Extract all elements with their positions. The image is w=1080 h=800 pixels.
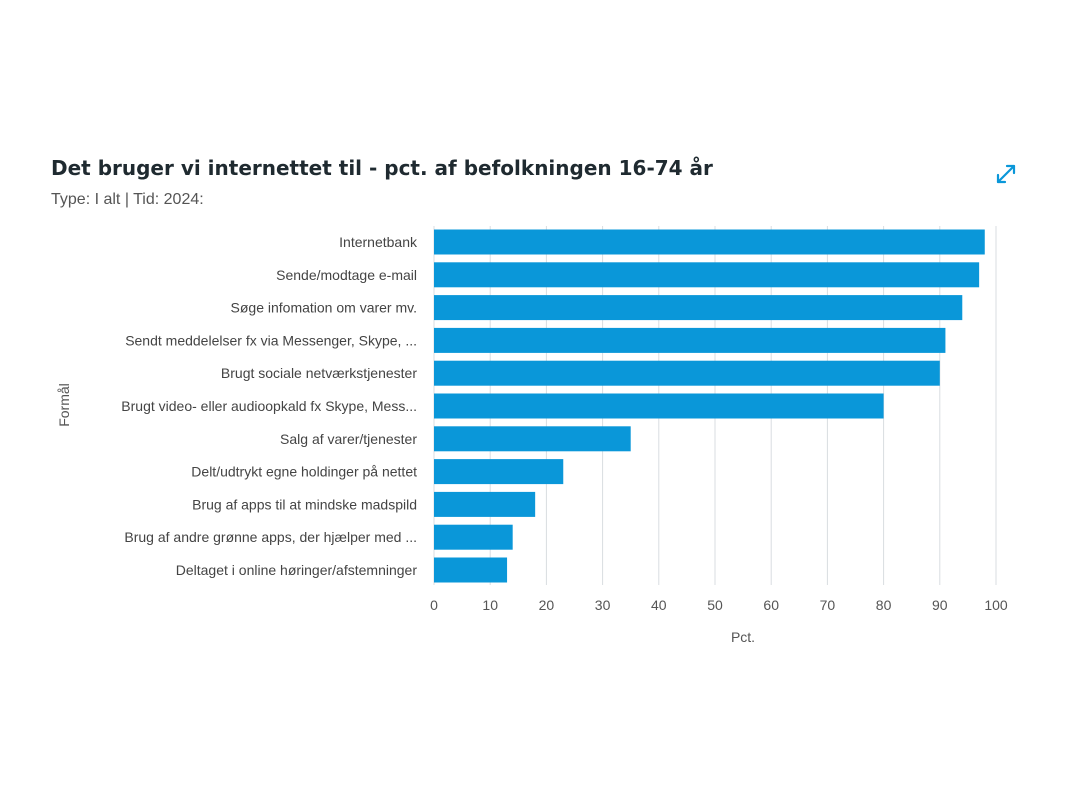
x-tick-label: 80 [876, 597, 892, 613]
x-tick-label: 50 [707, 597, 723, 613]
bar[interactable] [434, 360, 940, 386]
expand-icon[interactable] [992, 160, 1020, 188]
x-tick-label: 90 [932, 597, 948, 613]
bar[interactable] [434, 262, 980, 288]
x-tick-label: 70 [820, 597, 836, 613]
x-tick-label: 40 [651, 597, 667, 613]
bar[interactable] [434, 557, 508, 583]
bar[interactable] [434, 327, 946, 353]
x-tick-label: 100 [984, 597, 1008, 613]
chart-subtitle: Type: I alt | Tid: 2024: [51, 191, 204, 208]
bar[interactable] [434, 524, 513, 550]
bar[interactable] [434, 459, 564, 485]
category-label: Brugt video- eller audioopkald fx Skype,… [121, 398, 417, 414]
category-label: Brugt sociale netværkstjenester [221, 365, 417, 381]
x-axis-title: Pct. [731, 629, 755, 645]
category-label: Internetbank [339, 234, 418, 250]
bar[interactable] [434, 393, 884, 419]
category-label: Søge infomation om varer mv. [231, 300, 417, 316]
category-label: Salg af varer/tjenester [280, 431, 417, 447]
bars [434, 229, 985, 583]
x-tick-label: 10 [482, 597, 498, 613]
category-label: Brug af apps til at mindske madspild [192, 496, 417, 512]
x-tick-label: 20 [539, 597, 555, 613]
chart-title: Det bruger vi internettet til - pct. af … [51, 156, 713, 180]
category-label: Sende/modtage e-mail [276, 267, 417, 283]
bar[interactable] [434, 426, 631, 452]
tick-labels: 0 10 20 30 40 50 60 70 80 90 100 [430, 597, 1008, 613]
bar[interactable] [434, 295, 963, 321]
bar[interactable] [434, 229, 985, 255]
bar[interactable] [434, 491, 536, 517]
category-labels: Internetbank Sende/modtage e-mail Søge inf… [121, 234, 418, 578]
category-label: Delt/udtrykt egne holdinger på nettet [191, 464, 417, 480]
category-label: Deltaget i online høringer/afstemninger [176, 562, 418, 578]
x-tick-label: 60 [763, 597, 779, 613]
y-axis-title: Formål [56, 383, 72, 427]
category-label: Brug af andre grønne apps, der hjælper m… [124, 529, 417, 545]
x-tick-label: 0 [430, 597, 438, 613]
x-tick-label: 30 [595, 597, 611, 613]
category-label: Sendt meddelelser fx via Messenger, Skyp… [125, 332, 417, 348]
